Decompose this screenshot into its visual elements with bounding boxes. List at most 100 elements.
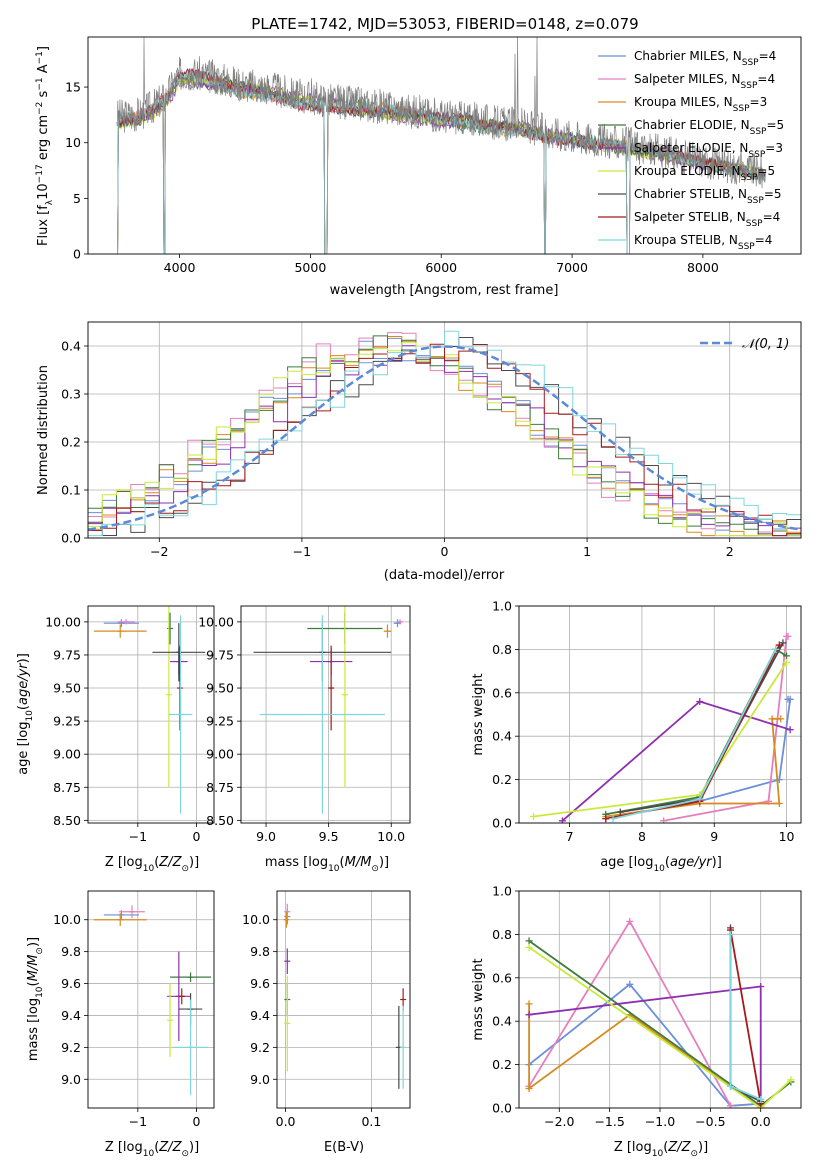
x-tick-label: 9.5: [319, 829, 339, 844]
axes-residuals: −2 −1 0 1 2 0.0 0.1 0.2 0.3 0.4 (data-model)/error…: [36, 321, 802, 583]
x-axis-label: Z [log10(Z/Z⊙)]: [614, 1140, 708, 1159]
y-tick-label: 0.0: [492, 1101, 512, 1116]
plus-marker: [775, 799, 783, 807]
y-tick-label: 9.4: [250, 1008, 270, 1023]
label-part: −17: [35, 164, 45, 183]
plus-marker: [787, 1076, 795, 1084]
label-part: M/M: [345, 855, 372, 870]
y-tick-label: 0.3: [61, 387, 81, 402]
plus-marker: [525, 943, 533, 951]
x-tick-label: 6000: [425, 260, 457, 275]
x-tick-label: −1: [293, 544, 311, 559]
plus-marker: [602, 815, 610, 823]
label-part: 10: [143, 1149, 155, 1159]
label-part: ]: [36, 46, 51, 51]
y-tick-label: 10.0: [242, 912, 270, 927]
label-part: ⊙: [181, 864, 189, 874]
axes-mass-Z: −1 09.09.29.49.69.810.0Z [log10(Z/Z⊙)]mas…: [26, 890, 215, 1159]
label-part: SSP: [738, 242, 755, 252]
y-axis-label: mass [log10(M/M⊙)]: [26, 937, 45, 1061]
plus-marker: [768, 715, 776, 723]
y-tick-label: 9.00: [53, 747, 81, 762]
label-part: Salpeter STELIB, N: [634, 210, 746, 224]
label-part: A: [36, 64, 51, 77]
y-axis-label: mass weight: [471, 673, 486, 755]
x-tick-label: 9: [710, 829, 718, 844]
label-part: ⊙: [35, 947, 45, 955]
label-part: (: [340, 855, 345, 870]
label-part: =4: [759, 49, 777, 63]
label-part: Z [log: [105, 855, 143, 870]
label-part: )]: [712, 855, 722, 870]
x-tick-label: −1.5: [594, 1114, 624, 1129]
label-part: (: [154, 1140, 159, 1155]
label-part: =4: [763, 210, 781, 224]
axes-mass-EBV: 0.0 0.1 9.0 9.2 9.4 9.6 9.8 10.0 E(B-V): [242, 890, 411, 1155]
label-part: (: [154, 855, 159, 870]
plus-marker: [783, 658, 791, 666]
plot-area-residuals: [88, 330, 801, 537]
y-tick-label: 9.25: [206, 714, 234, 729]
plus-marker: [757, 1095, 765, 1103]
x-tick-label: −0.5: [695, 1114, 725, 1129]
label-part: Kroupa STELIB, N: [634, 233, 738, 247]
x-tick-label: −1: [129, 829, 147, 844]
x-tick-label: 1: [583, 544, 591, 559]
y-tick-label: 9.0: [250, 1072, 270, 1087]
y-tick-label: 8.75: [53, 780, 81, 795]
plus-marker: [525, 937, 533, 945]
label-part: SSP: [742, 58, 759, 68]
label-part: Z/Z: [158, 855, 182, 870]
label-part: Z [log: [614, 1140, 652, 1155]
y-tick-label: 9.2: [250, 1040, 270, 1055]
plus-marker: [727, 1082, 734, 1090]
x-axis-label: Z [log10(Z/Z⊙)]: [105, 1140, 199, 1159]
plus-marker: [626, 917, 634, 925]
y-tick-label: 9.00: [206, 747, 234, 762]
label-part: s: [36, 90, 51, 101]
label-part: )]: [16, 653, 31, 663]
plus-marker: [616, 808, 624, 816]
plus-marker: [784, 695, 792, 703]
label-part: SSP: [748, 150, 765, 160]
legend-label: Chabrier MILES, NSSP=4: [634, 49, 776, 68]
x-axis-label: Z [log10(Z/Z⊙)]: [105, 855, 199, 874]
label-part: )]: [189, 855, 199, 870]
axes-frame: [87, 890, 215, 1109]
y-tick-label: 9.6: [61, 976, 81, 991]
x-axis-label: age [log10(age/yr)]: [600, 855, 722, 874]
axes-frame: [518, 890, 802, 1109]
y-tick-label: 0: [73, 247, 81, 262]
label-part: ⊙: [371, 864, 379, 874]
observed-spectrum: [116, 37, 767, 189]
label-part: SSP: [747, 196, 764, 206]
plot-area-age-Z: [93, 606, 206, 814]
y-tick-label: 0.1: [61, 483, 81, 498]
x-tick-label: 2: [726, 544, 734, 559]
legend-label: Salpeter ELODIE, NSSP=3: [634, 141, 783, 160]
label-part: 10: [143, 864, 155, 874]
legend-label: Kroupa ELODIE, NSSP=5: [634, 164, 775, 183]
histogram-step: [88, 330, 801, 537]
label-part: )]: [26, 937, 41, 947]
figure-title: PLATE=1742, MJD=53053, FIBERID=0148, z=0…: [251, 15, 638, 33]
plot-area-mass-Z: [93, 905, 212, 1096]
label-part: (: [665, 855, 670, 870]
x-tick-label: −2: [150, 544, 168, 559]
y-tick-label: 0.2: [61, 435, 81, 450]
x-tick-label: 0.0: [276, 1114, 296, 1129]
axes-frame: [87, 321, 802, 539]
weight-line: [528, 983, 761, 1107]
x-tick-label: 7000: [556, 260, 588, 275]
plot-area-weight-age: [529, 632, 794, 823]
legend-label: Chabrier ELODIE, NSSP=5: [634, 118, 784, 137]
x-tick-label: 9.0: [256, 829, 276, 844]
label-part: =3: [765, 141, 783, 155]
y-tick-label: 9.75: [206, 647, 234, 662]
y-tick-label: 9.0: [61, 1072, 81, 1087]
label-part: SSP: [741, 81, 758, 91]
y-tick-label: 0.2: [492, 1057, 512, 1072]
x-tick-label: 5000: [294, 260, 326, 275]
axes-frame: [87, 605, 215, 824]
